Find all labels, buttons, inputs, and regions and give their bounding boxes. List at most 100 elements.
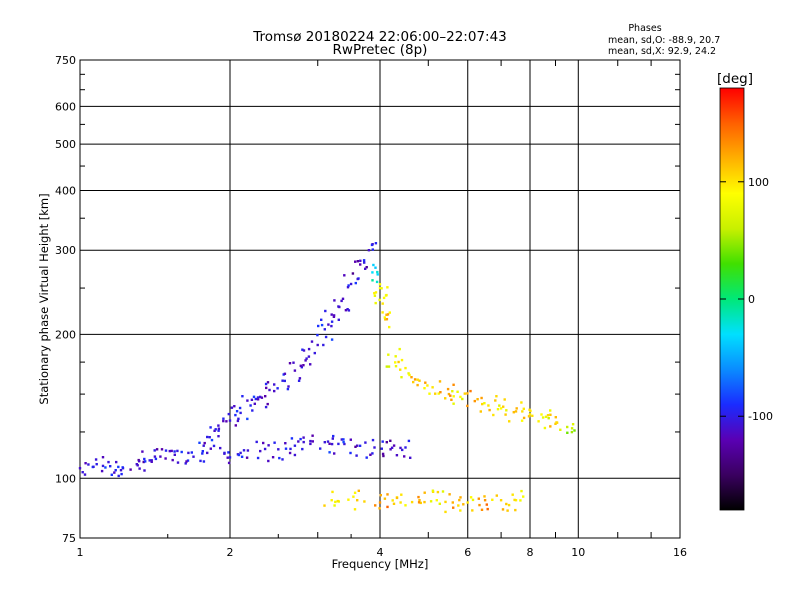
data-point bbox=[252, 395, 256, 398]
data-point bbox=[400, 376, 403, 379]
data-point bbox=[544, 415, 548, 418]
data-point bbox=[113, 471, 116, 474]
data-point bbox=[115, 460, 118, 464]
data-point bbox=[222, 419, 225, 423]
data-point bbox=[268, 388, 271, 392]
data-point bbox=[369, 453, 372, 456]
data-point bbox=[499, 407, 503, 410]
data-point bbox=[504, 413, 507, 416]
data-point bbox=[337, 442, 340, 446]
data-point bbox=[346, 308, 349, 311]
data-point bbox=[423, 387, 426, 390]
x-tick-label: 6 bbox=[464, 546, 471, 559]
data-point bbox=[357, 489, 360, 492]
data-point bbox=[154, 457, 158, 461]
data-point bbox=[311, 434, 314, 437]
data-point bbox=[441, 490, 445, 493]
data-point bbox=[570, 427, 574, 430]
data-point bbox=[410, 500, 414, 504]
data-point bbox=[208, 436, 211, 439]
data-point bbox=[173, 450, 176, 453]
data-point bbox=[266, 381, 270, 384]
data-point bbox=[394, 361, 397, 364]
data-point bbox=[417, 501, 421, 504]
data-point bbox=[320, 318, 323, 321]
data-point bbox=[376, 273, 379, 276]
data-point bbox=[437, 392, 440, 395]
data-point bbox=[110, 473, 113, 476]
data-point bbox=[505, 409, 508, 412]
data-point bbox=[136, 464, 139, 467]
data-point bbox=[364, 441, 367, 444]
data-point bbox=[514, 508, 517, 512]
data-point bbox=[219, 446, 222, 450]
data-point bbox=[352, 495, 355, 498]
data-point bbox=[459, 395, 462, 399]
data-point bbox=[448, 493, 451, 496]
data-point bbox=[480, 396, 483, 400]
data-point bbox=[380, 447, 383, 450]
data-point bbox=[222, 417, 225, 420]
data-point bbox=[343, 274, 346, 277]
data-point bbox=[395, 496, 399, 500]
x-tick-label: 4 bbox=[377, 546, 384, 559]
data-point bbox=[153, 455, 157, 458]
data-point bbox=[514, 410, 518, 413]
data-point bbox=[570, 430, 574, 434]
data-point bbox=[371, 248, 374, 251]
data-point bbox=[444, 397, 447, 400]
data-point bbox=[293, 444, 297, 447]
colorbar-tick-label: 0 bbox=[748, 293, 755, 306]
data-point bbox=[514, 499, 518, 502]
data-point bbox=[522, 416, 526, 420]
data-point bbox=[394, 355, 397, 358]
data-point bbox=[392, 502, 396, 505]
data-point bbox=[513, 498, 516, 502]
data-point bbox=[486, 507, 489, 511]
data-point bbox=[451, 501, 454, 504]
data-point bbox=[180, 450, 183, 454]
colorbar-tick-label: 100 bbox=[748, 176, 769, 189]
data-point bbox=[379, 494, 382, 497]
data-point bbox=[333, 504, 336, 507]
data-point bbox=[237, 453, 241, 457]
data-point bbox=[330, 324, 333, 328]
data-point bbox=[512, 411, 515, 414]
data-point bbox=[419, 501, 422, 505]
data-point bbox=[293, 369, 297, 372]
data-point bbox=[254, 397, 257, 401]
data-point bbox=[228, 456, 232, 459]
data-point bbox=[389, 448, 392, 451]
data-point bbox=[299, 364, 302, 367]
data-point bbox=[452, 402, 455, 405]
data-point bbox=[148, 459, 151, 462]
data-point bbox=[288, 451, 292, 455]
data-point bbox=[214, 428, 217, 431]
data-point bbox=[235, 410, 239, 413]
x-tick-label: 1 bbox=[77, 546, 84, 559]
data-point bbox=[435, 499, 438, 502]
data-point bbox=[332, 314, 336, 317]
data-point bbox=[333, 299, 336, 302]
data-point bbox=[307, 355, 311, 358]
data-point bbox=[292, 361, 295, 364]
data-point bbox=[246, 417, 249, 421]
data-point bbox=[246, 449, 250, 452]
data-point bbox=[281, 458, 284, 461]
data-point bbox=[144, 460, 147, 463]
y-axis-label: Stationary phase Virtual Height [km] bbox=[37, 193, 51, 404]
data-point bbox=[331, 437, 334, 440]
data-point bbox=[354, 260, 357, 263]
data-point bbox=[223, 452, 226, 455]
y-axis-ticks: 75 100 200 300 400 500 600 750 bbox=[55, 54, 680, 545]
data-point bbox=[494, 399, 497, 402]
data-point bbox=[343, 442, 346, 446]
data-point bbox=[503, 398, 506, 401]
data-point bbox=[239, 451, 242, 455]
grid-lines bbox=[80, 60, 680, 538]
data-point bbox=[416, 378, 419, 381]
data-point bbox=[271, 456, 275, 459]
data-point bbox=[346, 286, 350, 289]
data-point bbox=[281, 379, 284, 382]
